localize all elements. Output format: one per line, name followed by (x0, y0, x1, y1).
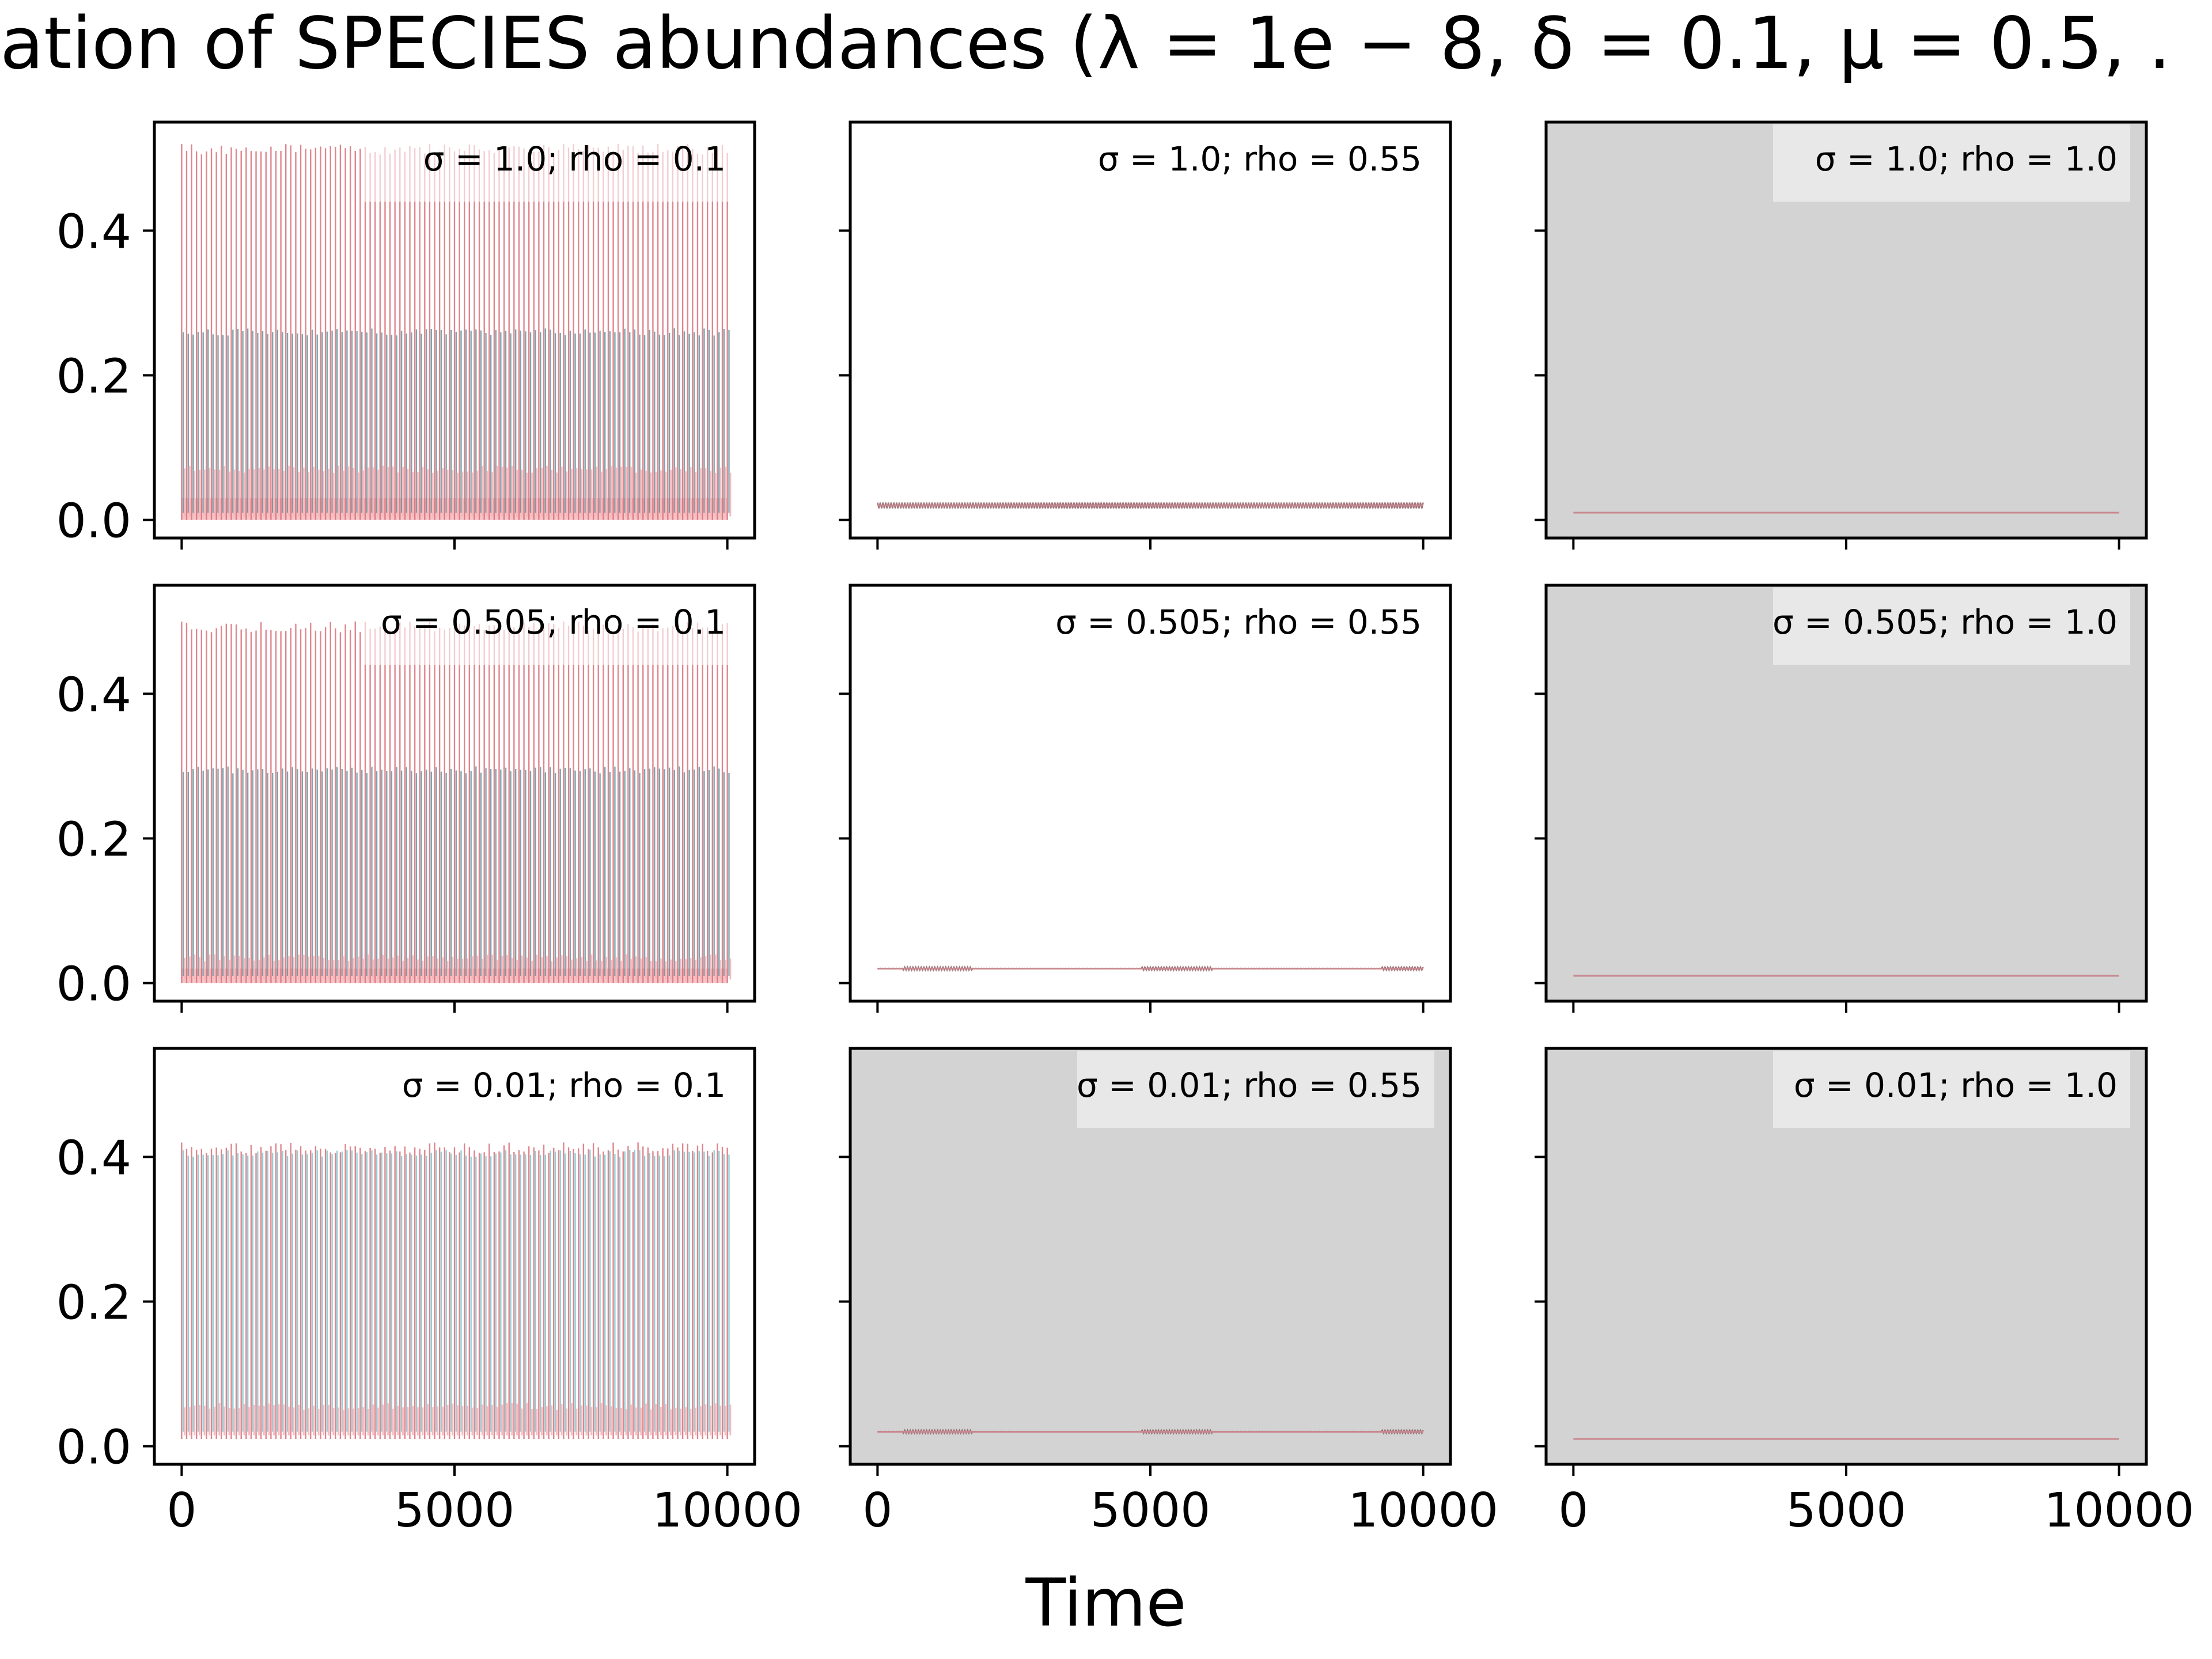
panel-1: 0.0 0.2 0.4 σ = 1.0; rho = 0.1 (56, 120, 756, 550)
panel-label: σ = 1.0; rho = 0.55 (1098, 139, 1422, 179)
x-tick-label: 5000 (1090, 1483, 1211, 1538)
panel-label: σ = 1.0; rho = 1.0 (1815, 139, 2118, 179)
panel-label: σ = 0.505; rho = 0.1 (381, 603, 726, 642)
x-tick-label: 10000 (652, 1483, 802, 1538)
x-tick-label: 10000 (1348, 1483, 1498, 1538)
panel-label-box (1077, 1051, 1434, 1128)
panel-label-box (364, 1051, 738, 1128)
y-tick-label: 0.0 (56, 494, 131, 549)
panel-6: σ = 0.505; rho = 1.0 (1535, 584, 2148, 1013)
panel-8: 0 5000 10000 σ = 0.01; rho = 0.55 (839, 1047, 1498, 1538)
chart-title: ation of SPECIES abundances (λ = 1e − 8,… (0, 2, 2171, 85)
panel-background (850, 122, 1450, 538)
y-tick-label: 0.2 (56, 1275, 131, 1330)
panel-7: 0 5000 10000 0.0 0.2 0.4 σ = 0.01; rho = 0.1 (56, 1047, 802, 1538)
y-tick-label: 0.2 (56, 349, 131, 404)
y-tick-label: 0.4 (56, 668, 131, 722)
x-tick-label: 0 (1558, 1483, 1588, 1538)
panel-9: 0 5000 10000 σ = 0.01; rho = 1.0 (1535, 1047, 2194, 1538)
y-tick-label: 0.4 (56, 1131, 131, 1185)
panel-label-box (1773, 124, 2130, 202)
x-tick-label: 5000 (1786, 1483, 1907, 1538)
panel-label: σ = 0.505; rho = 1.0 (1772, 603, 2118, 642)
panel-grid: 0.0 0.2 0.4 σ = 1.0; rho = 0.1 σ = 1.0; rho … (56, 120, 2194, 1538)
y-tick-label: 0.2 (56, 812, 131, 867)
panel-2: σ = 1.0; rho = 0.55 (839, 120, 1452, 550)
panel-3: σ = 1.0; rho = 1.0 (1535, 120, 2148, 550)
series-wiggle-line (877, 502, 1424, 509)
y-tick-label: 0.0 (56, 1421, 131, 1475)
panel-label-box (1773, 588, 2130, 665)
panel-5: σ = 0.505; rho = 0.55 (839, 584, 1452, 1013)
panel-label: σ = 0.01; rho = 0.55 (1077, 1066, 1422, 1105)
x-tick-label: 10000 (2044, 1483, 2194, 1538)
panel-label: σ = 0.01; rho = 1.0 (1794, 1066, 2118, 1105)
x-axis-label: Time (1025, 1565, 1187, 1641)
panel-background (850, 585, 1450, 1001)
y-tick-label: 0.4 (56, 204, 131, 259)
panel-label-box (364, 588, 738, 665)
x-tick-label: 0 (166, 1483, 196, 1538)
panel-label-box (364, 124, 738, 202)
x-tick-label: 0 (862, 1483, 892, 1538)
panel-label-box (1773, 1051, 2130, 1128)
y-tick-label: 0.0 (56, 957, 131, 1012)
panel-label: σ = 0.505; rho = 0.55 (1055, 603, 1422, 642)
panel-4: 0.0 0.2 0.4 σ = 0.505; rho = 0.1 (56, 584, 756, 1013)
panel-label: σ = 1.0; rho = 0.1 (423, 139, 726, 179)
x-tick-label: 5000 (395, 1483, 515, 1538)
panel-label: σ = 0.01; rho = 0.1 (402, 1066, 726, 1105)
